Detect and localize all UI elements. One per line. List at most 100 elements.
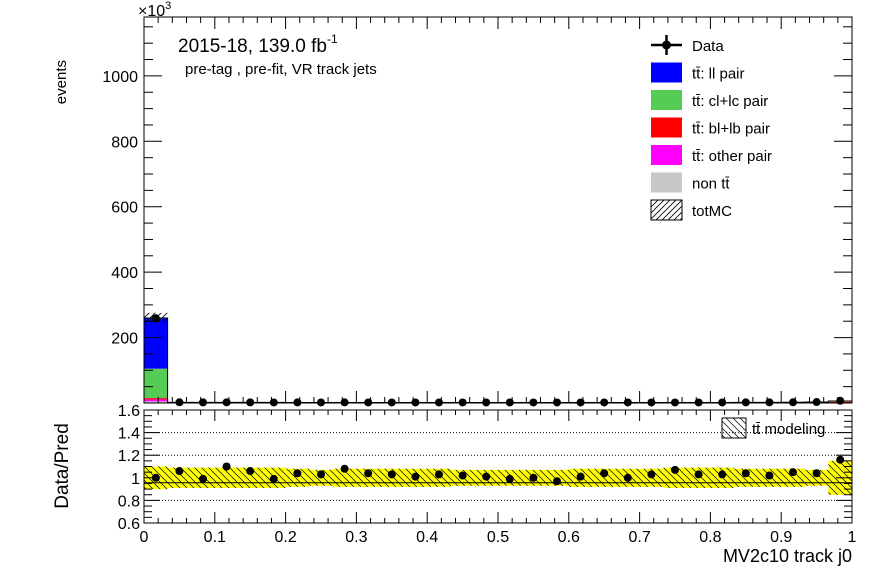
- x-tick-label: 0.3: [345, 529, 367, 546]
- ratio-point: [411, 472, 420, 481]
- x-tick-label: 0.8: [699, 529, 721, 546]
- ratio-point: [387, 470, 396, 479]
- legend-label: non tt̄: [692, 176, 730, 193]
- legend-swatch: [650, 199, 683, 221]
- selection-label: pre-tag , pre-fit, VR track jets: [185, 61, 377, 78]
- ratio-legend: tt̄ modeling: [721, 417, 825, 439]
- ratio-point: [553, 477, 561, 486]
- ratio-y-tick-label: 1.2: [118, 448, 140, 465]
- x-tick-label: 0.2: [274, 529, 296, 546]
- data-point: [151, 314, 160, 323]
- ratio-point: [199, 474, 207, 483]
- main-y-axis: 200 400 600 800 1000: [102, 26, 852, 388]
- data-point: [671, 398, 679, 407]
- y-tick-label: 200: [111, 331, 138, 348]
- data-point: [175, 398, 184, 407]
- stack-outline: [143, 317, 853, 403]
- x-tick-label: 1: [848, 529, 857, 546]
- ratio-point: [694, 470, 703, 479]
- legend-swatch: [651, 145, 682, 165]
- ratio-point: [812, 469, 821, 478]
- y-tick-label: 1000: [102, 69, 138, 86]
- legend-swatch: [651, 117, 682, 138]
- ratio-y-tick-label: 1.6: [118, 403, 140, 420]
- ratio-point: [789, 468, 797, 477]
- ratio-legend-swatch: [721, 417, 747, 439]
- ratio-point: [435, 470, 443, 479]
- x-tick-label: 0.1: [204, 529, 226, 546]
- x-tick-label: 0.9: [770, 529, 792, 546]
- lumi-label: 2015-18, 139.0 fb-1: [178, 32, 338, 57]
- x-tick-label: 0.4: [416, 529, 438, 546]
- ratio-point: [529, 473, 538, 482]
- totmc-hatch: [144, 312, 852, 403]
- x-tick-label: 0.6: [558, 529, 580, 546]
- ratio-point: [647, 470, 656, 479]
- ratio-point: [340, 464, 349, 473]
- hatch-band: [144, 460, 852, 495]
- data-point: [317, 398, 325, 407]
- data-point: [246, 398, 255, 407]
- bar-segment: [144, 401, 168, 403]
- legend-swatch: [651, 172, 682, 193]
- x-tick-label: 0.7: [628, 529, 650, 546]
- x-tick-label: 0.5: [487, 529, 509, 546]
- main-y-axis-label: events: [53, 60, 70, 104]
- ratio-point: [458, 471, 467, 480]
- ratio-x-axis: 0 0.1 0.2 0.3 0.4 0.5 0.6 0.7 0.8 0.9 1: [140, 410, 857, 546]
- legend-label: Data: [692, 38, 724, 55]
- ratio-point: [175, 467, 184, 476]
- x-tick-label: 0: [140, 529, 149, 546]
- y-tick-label: 400: [111, 265, 138, 282]
- legend-swatch: [651, 62, 682, 83]
- legend-label: tt̄: bl+lb pair: [692, 121, 770, 138]
- legend-label: totMC: [692, 203, 732, 220]
- ratio-point: [293, 469, 302, 478]
- data-point: [600, 398, 609, 407]
- ratio-y-tick-label: 0.6: [118, 516, 140, 533]
- data-point: [741, 398, 750, 407]
- legend-swatch: [651, 90, 682, 110]
- ratio-point: [222, 462, 231, 471]
- ratio-point: [576, 472, 585, 481]
- ratio-point: [317, 470, 325, 479]
- ratio-point: [765, 471, 774, 480]
- legend-label: tt̄: other pair: [692, 148, 772, 165]
- bar-segment: [144, 317, 168, 369]
- y-tick-label: 800: [111, 134, 138, 151]
- ratio-point: [246, 467, 255, 476]
- ratio-uncertainty-band: [144, 460, 852, 495]
- ratio-y-axis: 0.6 0.8 1 1.2 1.4 1.6: [118, 403, 852, 533]
- ratio-y-tick-label: 0.8: [118, 493, 140, 510]
- ratio-point: [623, 473, 632, 482]
- ratio-point: [836, 455, 845, 464]
- ratio-point: [600, 469, 609, 478]
- legend-label: tt̄: ll pair: [692, 66, 745, 83]
- legend-label: tt̄: cl+lc pair: [692, 93, 768, 110]
- ratio-panel: 0.60.811.21.41.6 0 0.1 0.2 0.3 0.4 0.5 0.6 0.7 0…: [52, 403, 857, 566]
- bar-segment: [144, 399, 168, 402]
- data-point: [812, 398, 821, 407]
- y-multiplier-label: ×103: [138, 0, 171, 20]
- ratio-point: [364, 469, 373, 478]
- y-tick-label: 600: [111, 200, 138, 217]
- ratio-y-axis-label: Data/Pred: [52, 423, 73, 509]
- stacked-histogram: [143, 317, 853, 403]
- data-point: [529, 398, 538, 407]
- main-x-axis-ticks: [143, 17, 853, 403]
- ratio-gridlines: [144, 432, 852, 501]
- ratio-legend-label: tt̄ modeling: [752, 421, 825, 438]
- ratio-point: [269, 474, 278, 483]
- bar-segment: [144, 368, 168, 399]
- main-panel: 200 400 600 800 1000 ×103 events 2015-18, 13…: [53, 0, 853, 407]
- ratio-y-tick-label: 1.4: [118, 426, 140, 443]
- ratio-point: [718, 470, 727, 479]
- ratio-y-tick-label: 1: [131, 471, 140, 488]
- legend-swatch: [662, 40, 671, 50]
- ratio-point: [671, 465, 679, 474]
- data-point: [387, 398, 396, 407]
- ratio-point: [741, 469, 750, 478]
- main-legend: Data tt̄: ll pair tt̄: cl+lc pair tt̄: bl+l…: [650, 35, 772, 221]
- ratio-point: [482, 472, 491, 481]
